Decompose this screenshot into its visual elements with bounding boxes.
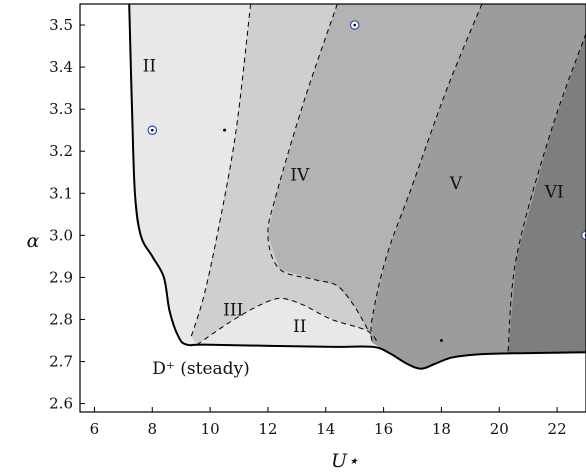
y-tick-label-2: 2.7 [49, 353, 73, 371]
stability-boundary-line [128, 4, 586, 370]
regions-layer [129, 4, 586, 369]
region-divider-1 [190, 4, 252, 337]
y-tick-label-5: 3.0 [49, 226, 73, 244]
y-tick-label-6: 3.1 [49, 184, 73, 202]
stable-region-label: D⁺ (steady) [152, 359, 250, 379]
region-VI-fill [507, 33, 586, 354]
y-tick-label-4: 2.9 [49, 268, 73, 286]
region-label-4: IV [290, 166, 310, 186]
region-divider-5 [507, 33, 586, 354]
y-tick-label-8: 3.3 [49, 100, 73, 118]
y-tick-label-7: 3.2 [49, 142, 73, 160]
circle-marker-center-2 [353, 23, 356, 27]
plot-frame [79, 3, 586, 413]
region-label-2: III [223, 300, 243, 320]
region-V-fill [372, 4, 586, 369]
x-tick-label-3: 10 [201, 420, 220, 438]
region-divider-4 [370, 4, 483, 343]
x-tick-label-6: 16 [374, 420, 393, 438]
region-label-6: VI [544, 182, 564, 202]
x-tick-label-5: 14 [316, 420, 335, 438]
x-axis: 6 8 10 12 14 16 18 20 22 [90, 407, 567, 438]
y-tick-label-10: 3.5 [49, 16, 73, 34]
circle-marker-center-1 [150, 128, 154, 132]
region-label-3: II [293, 317, 306, 337]
y-axis: 2.6 2.7 2.8 2.9 3.0 3.1 3.2 3.3 3.4 3.5 [49, 16, 85, 413]
x-tick-label-8: 20 [490, 420, 509, 438]
region-IV-fill [267, 4, 482, 343]
y-tick-label-1: 2.6 [49, 395, 73, 413]
region-label-5: V [449, 174, 463, 194]
dividers-layer [190, 4, 586, 354]
y-axis-title: α [27, 230, 40, 252]
x-tick-label-4: 12 [258, 420, 277, 438]
x-tick-label-9: 22 [548, 420, 567, 438]
y-tick-label-9: 3.4 [49, 58, 73, 76]
y-tick-label-3: 2.8 [49, 310, 73, 328]
x-tick-label-7: 18 [432, 420, 451, 438]
x-axis-title: U⋆ [331, 450, 359, 472]
x-tick-label-2: 8 [148, 420, 158, 438]
region-II-lower-fill [197, 298, 378, 345]
region-divider-3 [267, 4, 370, 333]
dot-marker-2 [439, 338, 443, 342]
region-label-1: II [143, 56, 156, 76]
region-divider-2 [196, 297, 379, 346]
dot-marker-1 [223, 128, 227, 132]
x-tick-label-1: 6 [90, 420, 100, 438]
